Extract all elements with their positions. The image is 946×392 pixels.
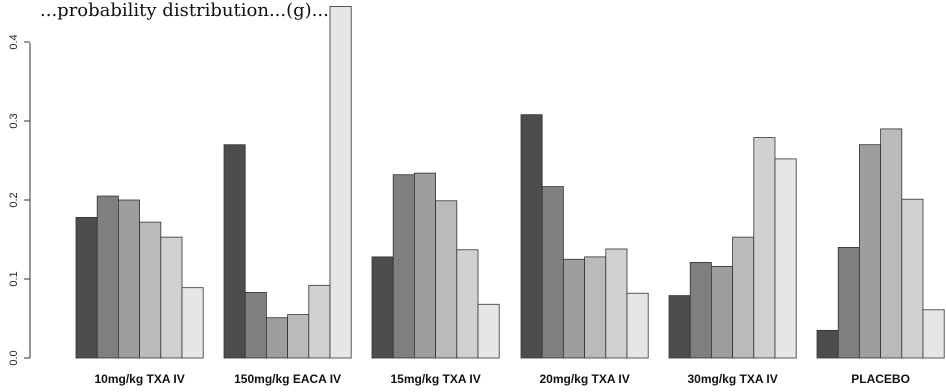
bar <box>605 248 628 359</box>
y-tick-label: 0.0 <box>8 350 20 365</box>
bar <box>329 6 352 359</box>
bar-group <box>816 128 945 359</box>
bar <box>563 258 586 359</box>
bar <box>901 198 924 359</box>
bar <box>118 199 141 359</box>
bar <box>816 329 839 359</box>
y-axis: 0.0 0.1 0.2 0.3 0.4 <box>8 34 30 366</box>
bar <box>308 284 331 359</box>
bar <box>371 256 394 359</box>
bar <box>711 265 734 359</box>
chart-title: ...probability distribution...(g)... <box>40 0 329 21</box>
bar <box>265 317 288 359</box>
category-labels: 10mg/kg TXA IV 150mg/kg EACA IV 15mg/kg TX… <box>94 372 909 386</box>
x-category-label: 20mg/kg TXA IV <box>539 372 629 386</box>
bar <box>75 216 98 359</box>
bar <box>774 158 797 359</box>
bar <box>732 236 755 359</box>
bar <box>456 249 479 359</box>
y-tick-label: 0.3 <box>8 113 20 128</box>
y-tick-label: 0.2 <box>8 192 20 207</box>
x-category-label: 30mg/kg TXA IV <box>687 372 777 386</box>
bar <box>626 292 649 359</box>
bar <box>880 128 903 359</box>
bar <box>223 144 246 359</box>
bar <box>668 295 691 359</box>
bar <box>160 236 183 359</box>
bar <box>287 314 310 359</box>
y-tick-label: 0.1 <box>8 271 20 286</box>
x-category-label: PLACEBO <box>851 372 910 386</box>
bar-group <box>668 137 797 359</box>
bar <box>181 287 204 359</box>
bar <box>584 256 607 359</box>
bar-group <box>371 172 500 359</box>
bar <box>520 114 543 359</box>
x-category-label: 15mg/kg TXA IV <box>390 372 480 386</box>
bar <box>837 246 860 359</box>
bar <box>139 221 162 359</box>
bar <box>392 174 415 359</box>
bar <box>922 309 945 359</box>
bar-group <box>75 195 204 359</box>
bar-groups <box>75 6 945 359</box>
bar <box>477 303 500 359</box>
x-category-label: 10mg/kg TXA IV <box>94 372 184 386</box>
bar <box>541 186 564 359</box>
bar <box>96 195 119 359</box>
bar <box>753 137 776 359</box>
bar-group <box>223 6 352 359</box>
x-category-label: 150mg/kg EACA IV <box>234 372 341 386</box>
bar <box>435 200 458 359</box>
bar <box>689 262 712 359</box>
bar-group <box>520 114 649 359</box>
bar <box>859 144 882 359</box>
y-tick-label: 0.4 <box>8 34 20 49</box>
bar <box>413 172 436 359</box>
bar <box>244 292 267 359</box>
